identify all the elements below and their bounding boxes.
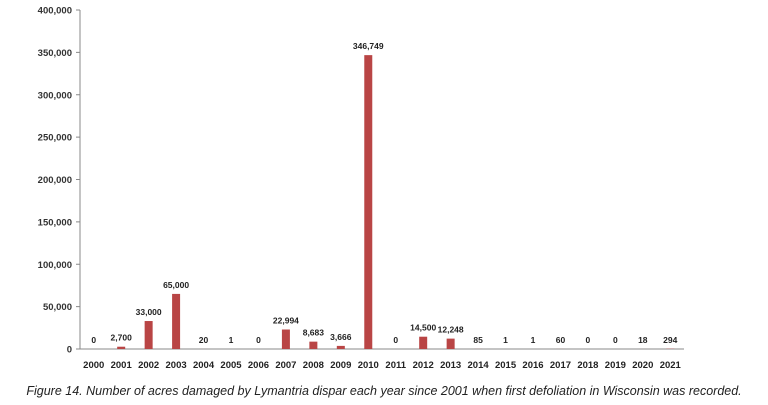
data-label-2018: 0 [586, 335, 591, 345]
y-tick-label: 300,000 [38, 90, 72, 101]
x-tick-label-2021: 2021 [660, 360, 682, 371]
data-label-2006: 0 [256, 335, 261, 345]
x-tick-label-2006: 2006 [248, 360, 269, 371]
x-tick-label-2014: 2014 [468, 360, 490, 371]
bar-2010 [364, 55, 373, 350]
x-tick-label-2017: 2017 [550, 360, 571, 371]
data-label-2004: 20 [199, 335, 209, 345]
x-tick-label-2020: 2020 [632, 360, 653, 371]
data-label-2015: 1 [503, 335, 508, 345]
y-tick-label: 0 [67, 345, 72, 356]
x-tick-label-2008: 2008 [303, 360, 324, 371]
bar-2001 [117, 346, 126, 349]
data-label-2010: 346,749 [353, 41, 384, 51]
y-tick-label: 200,000 [38, 175, 72, 186]
data-label-2017: 60 [556, 335, 566, 345]
data-label-2002: 33,000 [136, 307, 162, 317]
data-label-2008: 8,683 [303, 328, 325, 338]
data-label-2009: 3,666 [330, 332, 352, 342]
category-labels-group: 2000 2001 2002 2003 2004 2005 2006 2007 2008 2009… [83, 360, 681, 371]
data-label-2011: 0 [393, 335, 398, 345]
y-tick-label: 350,000 [38, 48, 72, 59]
x-tick-label-2004: 2004 [193, 360, 215, 371]
y-tick-label: 150,000 [38, 217, 72, 228]
x-tick-label-2005: 2005 [220, 360, 242, 371]
x-tick-label-2010: 2010 [358, 360, 379, 371]
y-tick-label: 100,000 [38, 260, 72, 271]
y-axis-ticks: 0 50,000 100,000 150,000 200,000 250,000 300,0… [38, 6, 80, 356]
data-label-2012: 14,500 [410, 323, 436, 333]
bars-group [117, 55, 675, 350]
x-tick-label-2012: 2012 [413, 360, 434, 371]
data-label-2013: 12,248 [438, 325, 464, 335]
figure-caption: Figure 14. Number of acres damaged by Ly… [26, 384, 742, 398]
x-tick-label-2015: 2015 [495, 360, 517, 371]
data-label-2000: 0 [91, 335, 96, 345]
x-tick-label-2001: 2001 [111, 360, 133, 371]
bar-2008 [309, 341, 318, 349]
x-tick-label-2019: 2019 [605, 360, 626, 371]
x-tick-label-2002: 2002 [138, 360, 159, 371]
bar-2007 [281, 329, 290, 349]
y-tick-label: 400,000 [38, 6, 72, 17]
bar-2009 [336, 345, 345, 349]
bar-2013 [446, 338, 455, 349]
data-label-2021: 294 [663, 335, 677, 345]
x-tick-label-2000: 2000 [83, 360, 104, 371]
x-tick-label-2003: 2003 [166, 360, 187, 371]
x-tick-label-2013: 2013 [440, 360, 461, 371]
y-tick-label: 250,000 [38, 133, 72, 144]
bar-chart: 0 50,000 100,000 150,000 200,000 250,000 300,0… [38, 6, 684, 371]
x-tick-label-2018: 2018 [577, 360, 598, 371]
bar-2012 [419, 336, 428, 349]
bar-2002 [144, 321, 153, 349]
data-label-2007: 22,994 [273, 316, 299, 326]
bar-2003 [172, 293, 181, 349]
data-label-2019: 0 [613, 335, 618, 345]
data-label-2020: 18 [638, 335, 648, 345]
y-tick-label: 50,000 [43, 302, 72, 313]
x-tick-label-2016: 2016 [522, 360, 543, 371]
data-label-2014: 85 [473, 335, 483, 345]
x-tick-label-2009: 2009 [330, 360, 351, 371]
data-label-2005: 1 [229, 335, 234, 345]
data-label-2003: 65,000 [163, 280, 189, 290]
data-labels-group: 0 2,700 33,000 65,000 20 1 0 22,994 8,683 3,666 34… [91, 41, 677, 345]
data-label-2016: 1 [531, 335, 536, 345]
data-label-2001: 2,700 [111, 333, 133, 343]
x-tick-label-2007: 2007 [275, 360, 296, 371]
x-tick-label-2011: 2011 [385, 360, 406, 371]
